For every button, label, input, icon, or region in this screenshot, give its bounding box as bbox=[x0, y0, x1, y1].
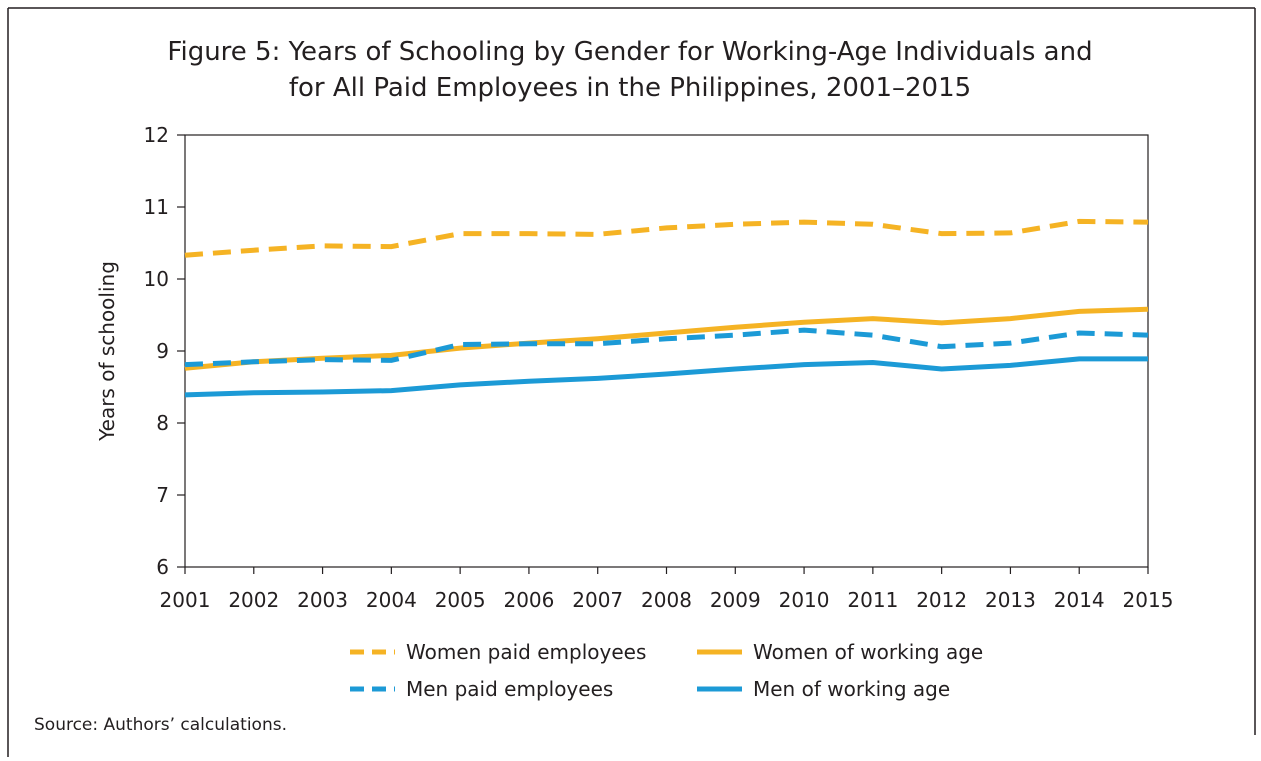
x-tick-label: 2008 bbox=[641, 588, 692, 612]
chart-title: Figure 5: Years of Schooling by Gender f… bbox=[167, 37, 1092, 67]
y-tick-label: 11 bbox=[144, 195, 169, 219]
x-tick-label: 2010 bbox=[779, 588, 830, 612]
x-tick-label: 2003 bbox=[297, 588, 348, 612]
y-tick-label: 9 bbox=[156, 339, 169, 363]
legend-label: Men of working age bbox=[753, 677, 950, 701]
x-tick-label: 2013 bbox=[985, 588, 1036, 612]
x-tick-label: 2012 bbox=[916, 588, 967, 612]
source-note: Source: Authors’ calculations. bbox=[34, 715, 287, 735]
y-tick-label: 12 bbox=[144, 123, 169, 147]
y-tick-label: 8 bbox=[156, 411, 169, 435]
y-tick-label: 7 bbox=[156, 483, 169, 507]
x-tick-label: 2007 bbox=[572, 588, 623, 612]
series-line bbox=[184, 218, 1149, 258]
x-tick-label: 2005 bbox=[435, 588, 486, 612]
plot-border bbox=[184, 134, 1149, 568]
y-axis-label: Years of schooling bbox=[95, 261, 119, 442]
series-line bbox=[184, 356, 1148, 398]
x-tick-label: 2009 bbox=[710, 588, 761, 612]
y-tick-label: 10 bbox=[144, 267, 169, 291]
x-tick-label: 2004 bbox=[366, 588, 417, 612]
legend-label: Men paid employees bbox=[406, 677, 613, 701]
series-line bbox=[184, 327, 1149, 368]
x-tick-label: 2011 bbox=[847, 588, 898, 612]
legend-label: Women paid employees bbox=[406, 640, 646, 664]
x-tick-label: 2001 bbox=[160, 588, 211, 612]
legend-label: Women of working age bbox=[753, 640, 983, 664]
y-tick-label: 6 bbox=[156, 555, 169, 579]
x-tick-label: 2002 bbox=[228, 588, 279, 612]
x-tick-label: 2006 bbox=[503, 588, 554, 612]
x-tick-label: 2015 bbox=[1123, 588, 1174, 612]
chart-title: for All Paid Employees in the Philippine… bbox=[289, 73, 971, 103]
x-tick-label: 2014 bbox=[1054, 588, 1105, 612]
series-line bbox=[184, 306, 1149, 371]
